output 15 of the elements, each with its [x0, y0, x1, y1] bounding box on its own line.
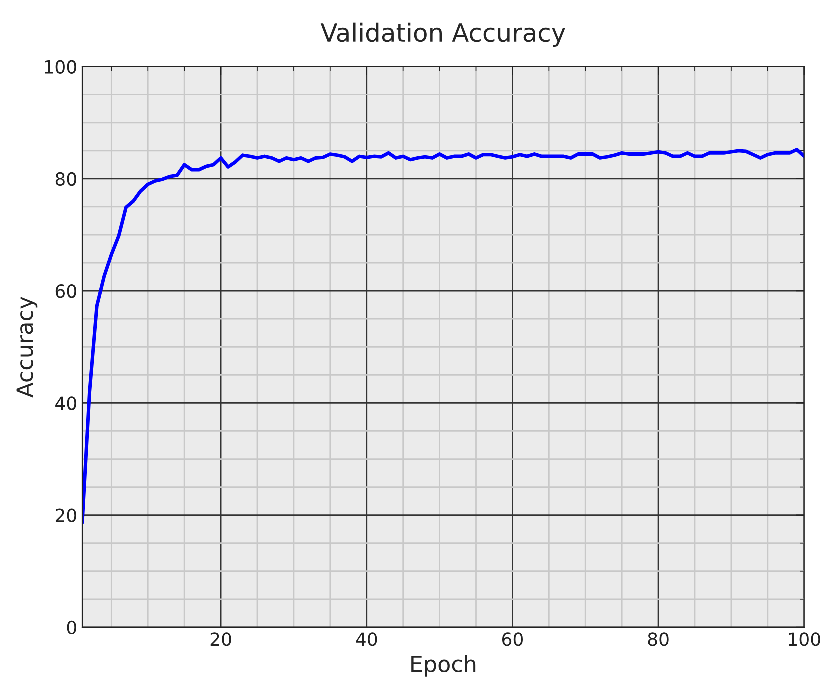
x-tick-label: 60 — [502, 632, 523, 646]
x-tick-label: 20 — [210, 632, 232, 646]
y-tick-label: 100 — [45, 60, 76, 74]
y-tick-label: 80 — [56, 172, 76, 186]
y-tick-label: 0 — [67, 620, 76, 635]
y-tick-label: 60 — [56, 284, 76, 298]
x-tick-label: 80 — [648, 632, 669, 646]
line-series — [82, 148, 804, 524]
y-tick-label: 20 — [56, 508, 76, 522]
x-axis-title: Epoch — [412, 655, 476, 677]
y-axis-title: Accuracy — [16, 297, 38, 398]
x-tick-label: 100 — [789, 632, 820, 646]
y-tick-label: 40 — [56, 396, 76, 410]
x-tick-label: 40 — [356, 632, 378, 646]
chart-title: Validation Accuracy — [320, 22, 566, 48]
